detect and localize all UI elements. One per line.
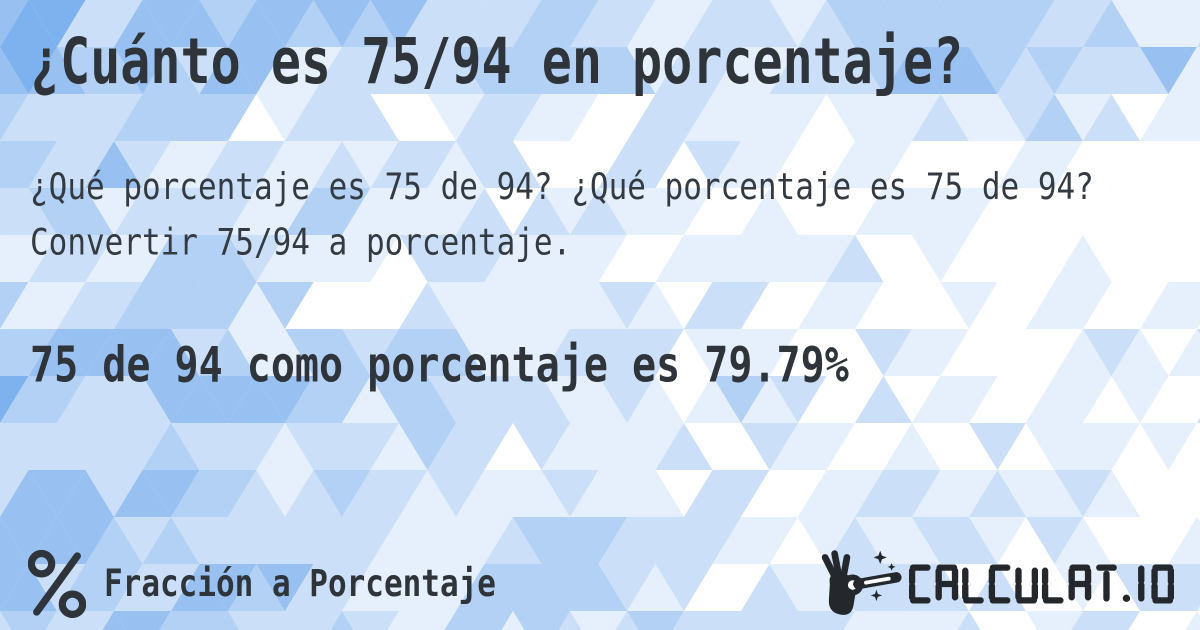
category-label: Fracción a Porcentaje [104,562,496,606]
brand-logo [808,544,1174,624]
category-badge: Fracción a Porcentaje [28,548,496,620]
answer-text: 75 de 94 como porcentaje es 79.79% [30,337,849,394]
page-title: ¿Cuánto es 75/94 en porcentaje? [30,24,964,99]
page-description: ¿Qué porcentaje es 75 de 94? ¿Qué porcen… [30,165,1094,264]
magic-wand-hand-icon [821,550,902,615]
percent-icon [28,550,86,618]
sparkle-stars [870,550,896,602]
brand-logo-text [909,564,1174,604]
